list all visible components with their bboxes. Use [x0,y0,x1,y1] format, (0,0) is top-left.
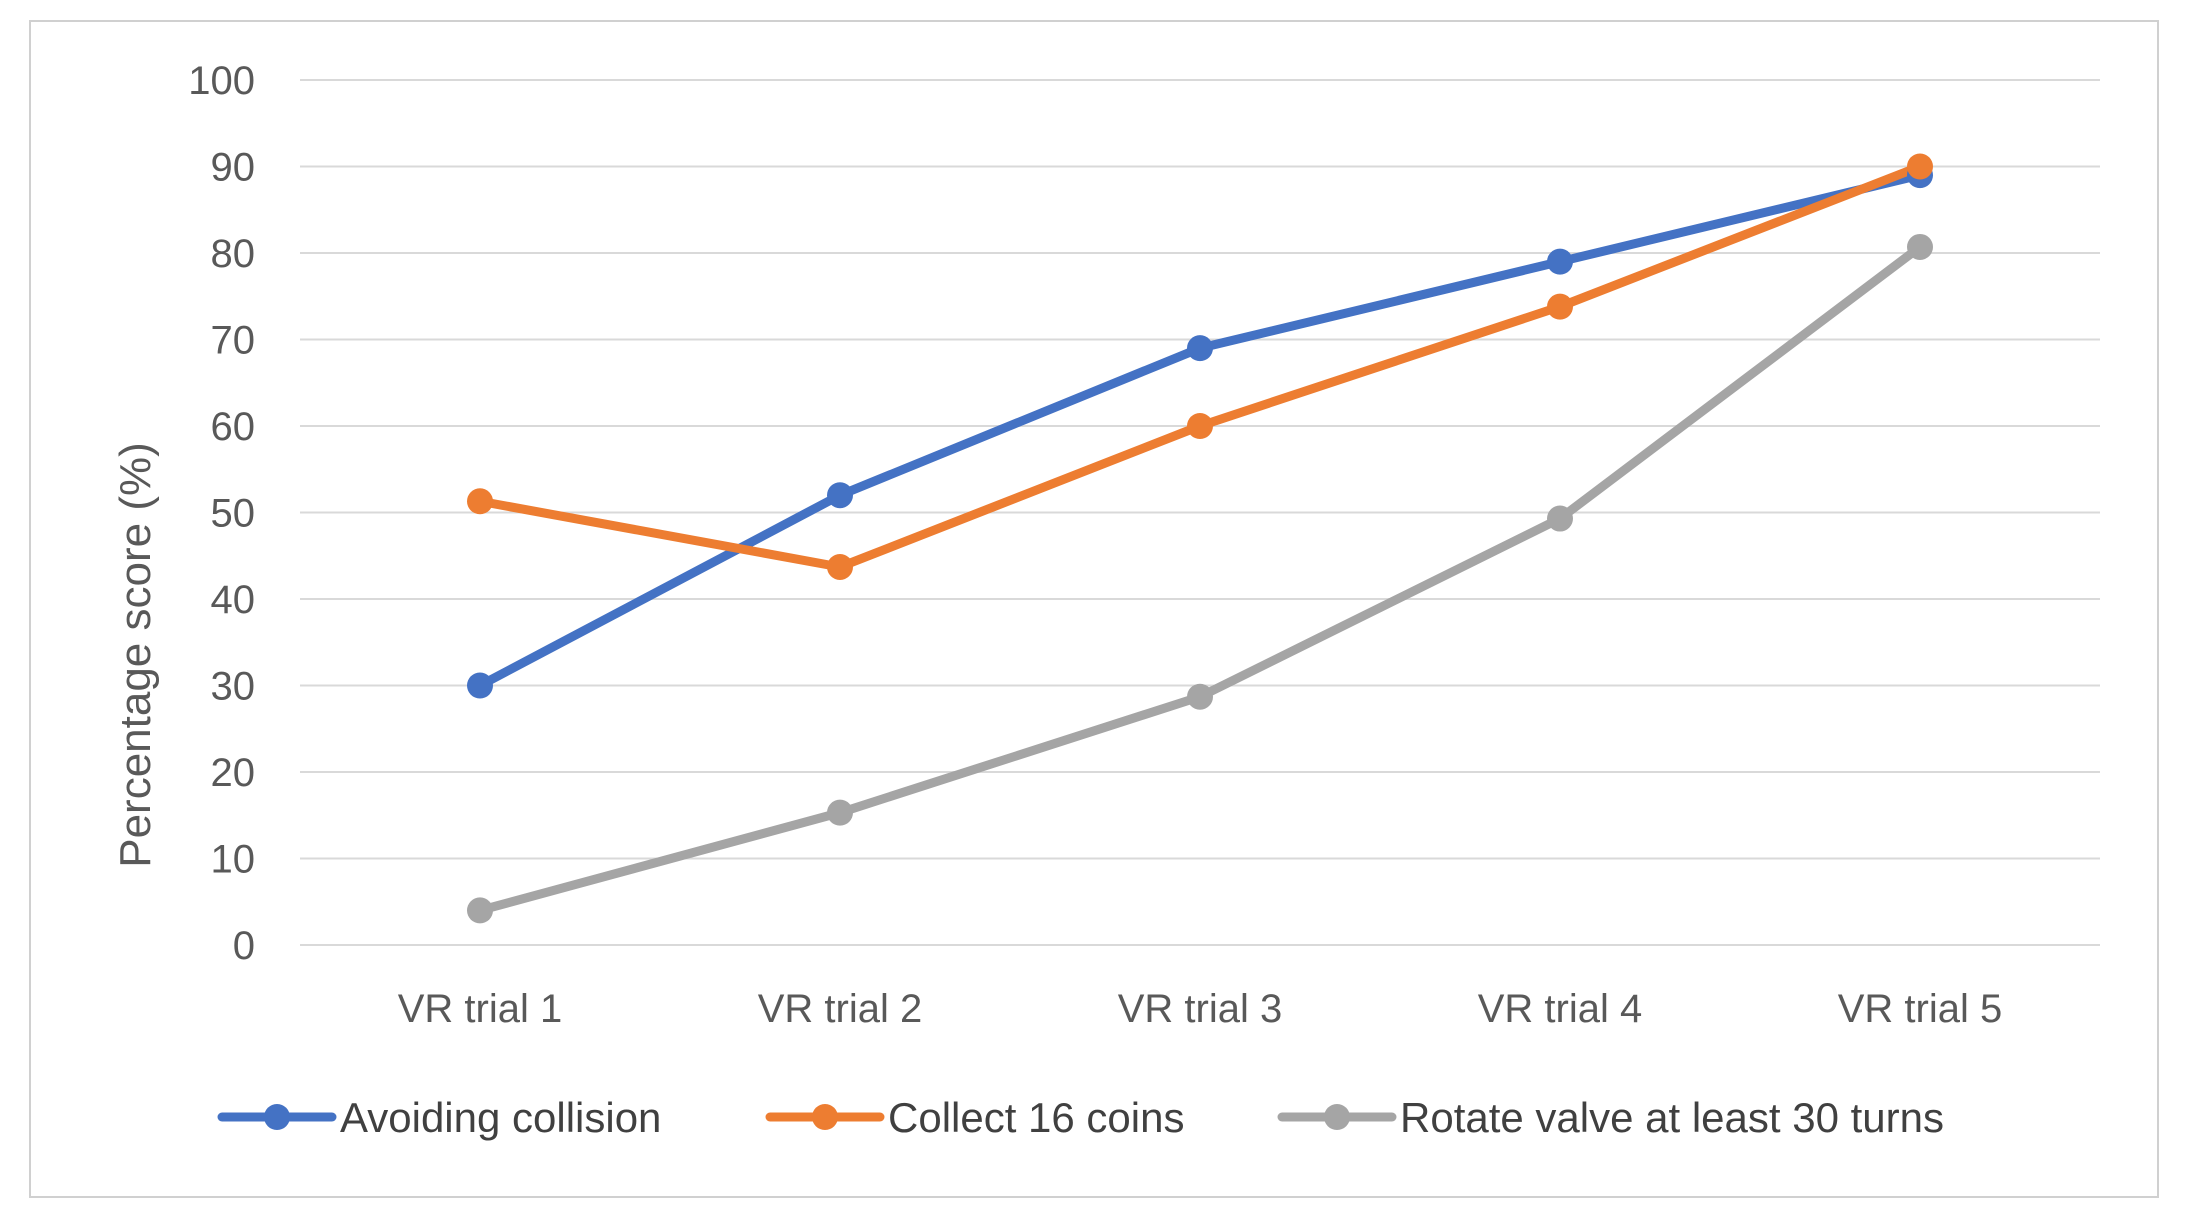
series-points [467,153,1933,924]
legend-label-0: Avoiding collision [340,1094,661,1141]
y-tick-label: 100 [188,59,255,103]
data-point [1907,153,1933,180]
y-tick-label: 10 [211,838,256,882]
y-tick-label: 80 [211,232,256,276]
data-point [1187,335,1213,362]
x-tick-label: VR trial 5 [1838,987,2003,1031]
data-point [1547,248,1573,275]
series-lines [475,162,1925,915]
x-tick-label: VR trial 1 [398,987,563,1031]
y-tick-label: 0 [233,924,255,968]
data-point [1907,233,1933,260]
data-point [1187,683,1213,710]
y-tick-label: 50 [211,492,256,536]
data-point [827,553,853,580]
x-tick-label: VR trial 2 [758,987,923,1031]
legend-marker-0 [264,1104,290,1130]
legend-marker-1 [812,1104,838,1130]
y-axis-ticks: 0 10 20 30 40 50 60 70 80 90 100 [188,59,255,968]
legend: Avoiding collision Collect 16 coins Rotate… [217,1094,1944,1141]
data-point [467,672,493,699]
legend-label-1: Collect 16 coins [888,1094,1184,1141]
y-axis-title: Percentage score (%) [111,442,160,868]
gridlines [300,79,2100,946]
x-axis-ticks: VR trial 1 VR trial 2 VR trial 3 VR trial 4… [398,987,2003,1031]
legend-label-2: Rotate valve at least 30 turns [1400,1094,1944,1141]
y-tick-label: 70 [211,319,256,363]
data-point [827,482,853,509]
data-point [1547,505,1573,532]
data-point [1187,413,1213,439]
x-tick-label: VR trial 3 [1118,987,1283,1031]
data-point [467,488,493,515]
y-tick-label: 20 [211,751,256,795]
data-point [467,897,493,924]
y-tick-label: 90 [211,146,256,190]
y-tick-label: 60 [211,405,256,449]
legend-marker-2 [1324,1104,1350,1130]
data-point [827,799,853,826]
y-tick-label: 30 [211,665,256,709]
x-tick-label: VR trial 4 [1478,987,1643,1031]
y-tick-label: 40 [211,578,256,622]
data-point [1547,293,1573,320]
